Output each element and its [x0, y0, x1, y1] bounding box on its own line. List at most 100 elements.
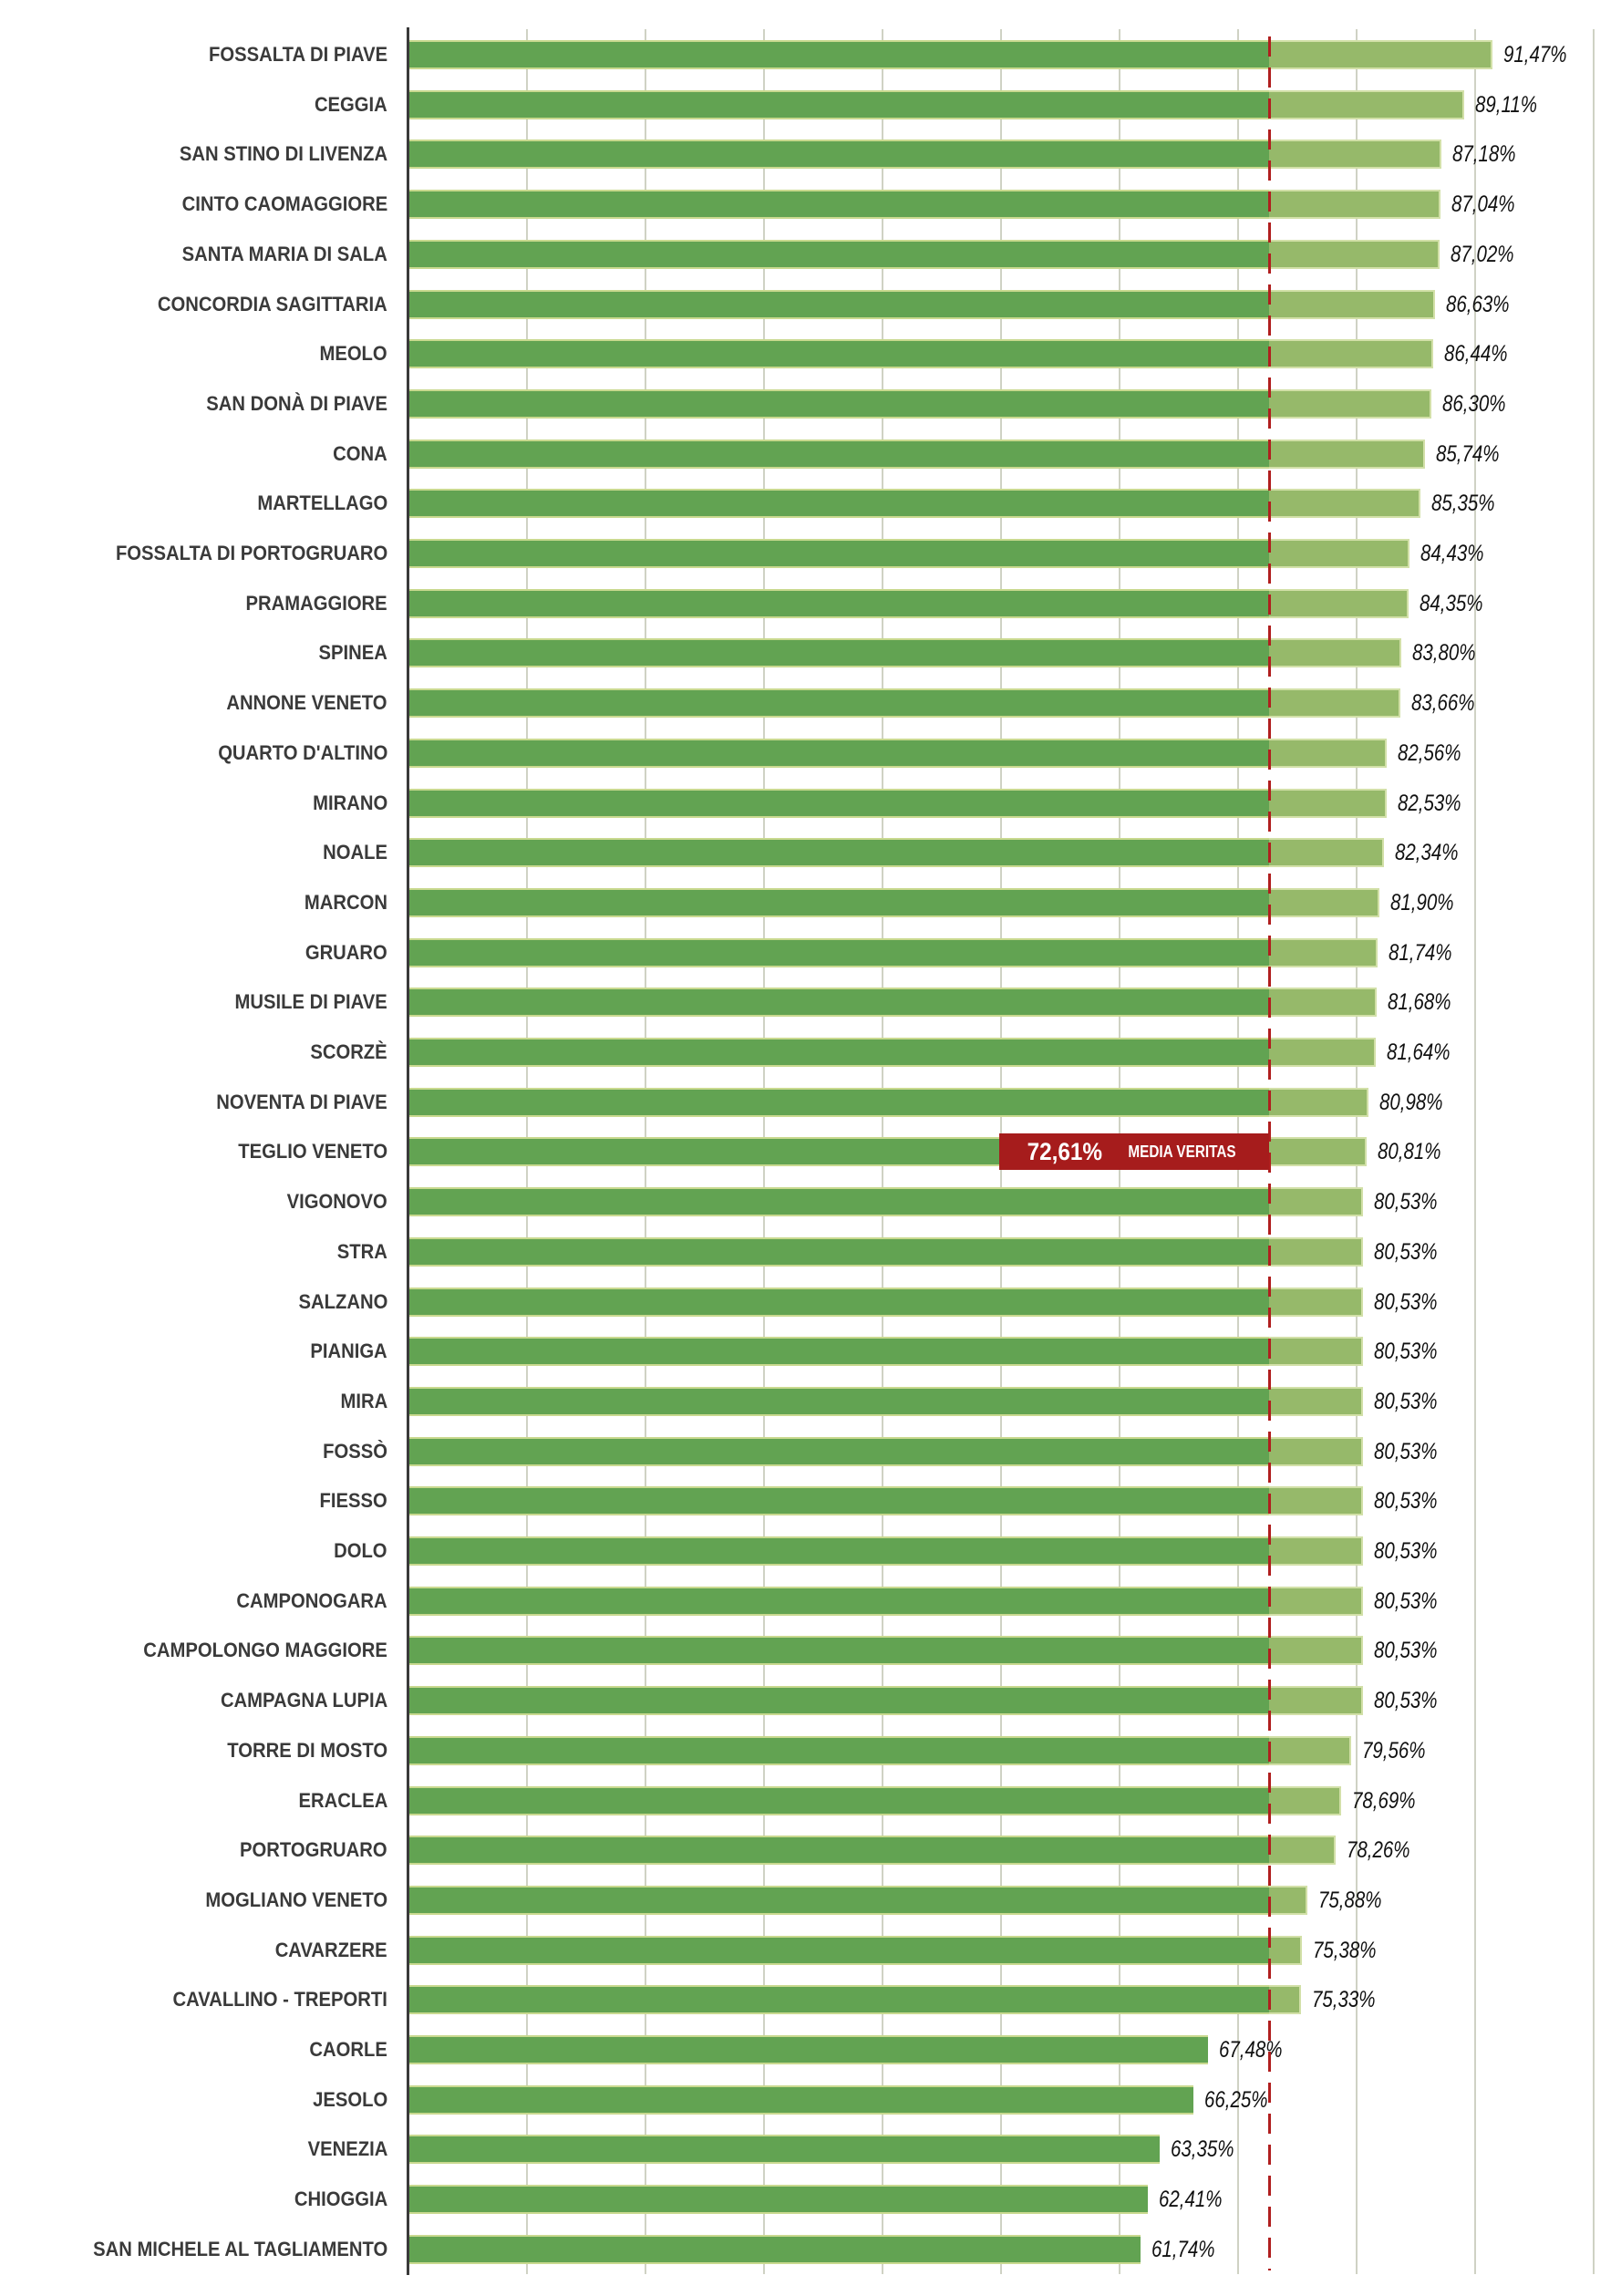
bar-above-mean: [1268, 1187, 1363, 1217]
bar-base: [408, 190, 1269, 220]
value-label: 61,74%: [1151, 2236, 1215, 2262]
value-label: 80,53%: [1373, 1189, 1438, 1215]
value-label: 83,66%: [1410, 690, 1475, 717]
value-label: 75,88%: [1318, 1887, 1382, 1913]
bar-above-mean: [1268, 289, 1436, 319]
value-label: 80,53%: [1373, 1638, 1438, 1664]
category-label: TEGLIO VENETO: [238, 1140, 387, 1164]
bar-above-mean: [1268, 190, 1440, 220]
bar-base: [408, 1636, 1269, 1666]
category-label: CONCORDIA SAGITTARIA: [158, 292, 387, 315]
category-label: SANTA MARIA DI SALA: [181, 242, 387, 265]
bar-base: [408, 239, 1269, 269]
category-label: CAMPAGNA LUPIA: [220, 1689, 387, 1712]
bar-base: [408, 838, 1269, 868]
value-label: 87,04%: [1451, 191, 1515, 218]
category-label: MUSILE DI PIAVE: [234, 990, 387, 1014]
category-label: FOSSÒ: [323, 1439, 387, 1463]
category-label: CAVALLINO - TREPORTI: [172, 1988, 387, 2012]
bar-base: [408, 1935, 1269, 1965]
value-label: 80,53%: [1373, 1688, 1438, 1714]
value-label: 84,43%: [1420, 541, 1484, 566]
category-label: GRUARO: [305, 940, 387, 964]
bar-base: [408, 937, 1269, 967]
bar-base: [408, 1436, 1269, 1466]
gridline: [1474, 29, 1476, 2274]
bar-above-mean: [1268, 388, 1431, 419]
gridline: [1593, 29, 1595, 2274]
category-label: TORRE DI MOSTO: [227, 1738, 387, 1762]
bar-base: [408, 289, 1269, 319]
category-label: VIGONOVO: [286, 1190, 387, 1214]
mean-label: MEDIA VERITAS: [1128, 1142, 1236, 1161]
category-label: MARTELLAGO: [257, 491, 387, 515]
bar-base: [408, 140, 1269, 170]
category-label: CINTO CAOMAGGIORE: [181, 192, 387, 216]
value-label: 91,47%: [1503, 42, 1567, 67]
bar-base: [408, 539, 1269, 568]
category-label: ERACLEA: [298, 1788, 387, 1812]
bar-base: [408, 2185, 1149, 2215]
category-label: CAORLE: [309, 2038, 387, 2061]
value-label: 81,74%: [1388, 939, 1452, 966]
category-label: SCORZÈ: [310, 1040, 387, 1063]
bar-above-mean: [1268, 1836, 1337, 1866]
bar-above-mean: [1268, 988, 1377, 1018]
category-label: MOGLIANO VENETO: [205, 1887, 387, 1911]
bar-base: [408, 489, 1269, 519]
category-label: CEGGIA: [315, 92, 387, 116]
bar-above-mean: [1268, 1087, 1368, 1117]
value-label: 82,34%: [1395, 840, 1459, 866]
category-label: MIRANO: [312, 791, 387, 814]
bar-above-mean: [1268, 1686, 1363, 1716]
bar-above-mean: [1268, 1735, 1352, 1765]
bar-base: [408, 1187, 1269, 1217]
category-label: CAMPONOGARA: [236, 1588, 387, 1612]
bar-above-mean: [1268, 339, 1433, 369]
bar-base: [408, 1885, 1269, 1915]
bar-above-mean: [1268, 1038, 1377, 1067]
value-label: 80,53%: [1373, 1339, 1438, 1365]
category-label: MIRA: [340, 1389, 387, 1412]
bar-base: [408, 588, 1269, 618]
value-label: 78,69%: [1351, 1787, 1416, 1814]
bar-base: [408, 1486, 1269, 1516]
bar-above-mean: [1268, 239, 1440, 269]
value-label: 80,81%: [1377, 1139, 1441, 1165]
value-label: 82,56%: [1398, 739, 1461, 766]
value-label: 62,41%: [1159, 2187, 1223, 2213]
bar-base: [408, 738, 1269, 768]
bar-base: [408, 1735, 1269, 1765]
category-label: VENEZIA: [307, 2137, 387, 2161]
bar-above-mean: [1268, 89, 1465, 119]
category-label: SALZANO: [298, 1289, 387, 1313]
bar-above-mean: [1268, 1785, 1341, 1815]
value-label: 89,11%: [1475, 91, 1538, 118]
bar-above-mean: [1268, 588, 1409, 618]
value-label: 78,26%: [1347, 1837, 1410, 1864]
bar-above-mean: [1268, 439, 1425, 469]
bar-base: [408, 2135, 1160, 2165]
bar-base: [408, 1536, 1269, 1566]
category-label: SAN MICHELE AL TAGLIAMENTO: [92, 2237, 387, 2260]
category-label: NOVENTA DI PIAVE: [216, 1090, 387, 1113]
y-axis-line: [407, 27, 409, 2275]
bar-above-mean: [1268, 738, 1388, 768]
value-label: 84,35%: [1419, 590, 1483, 616]
value-label: 80,53%: [1373, 1238, 1438, 1265]
bar-base: [408, 1386, 1269, 1416]
category-label: QUARTO D'ALTINO: [217, 740, 387, 764]
value-label: 79,56%: [1362, 1737, 1426, 1763]
category-label: NOALE: [323, 841, 387, 864]
category-label: MEOLO: [319, 342, 387, 366]
category-label: MARCON: [304, 890, 387, 914]
value-label: 75,38%: [1312, 1937, 1377, 1963]
bar-base: [408, 1836, 1269, 1866]
bar-above-mean: [1268, 1137, 1367, 1167]
bar-base: [408, 439, 1269, 469]
category-label: PORTOGRUARO: [240, 1838, 387, 1862]
bar-above-mean: [1268, 1885, 1308, 1915]
category-label: FOSSALTA DI PORTOGRUARO: [115, 542, 387, 564]
category-label: SPINEA: [318, 641, 387, 665]
